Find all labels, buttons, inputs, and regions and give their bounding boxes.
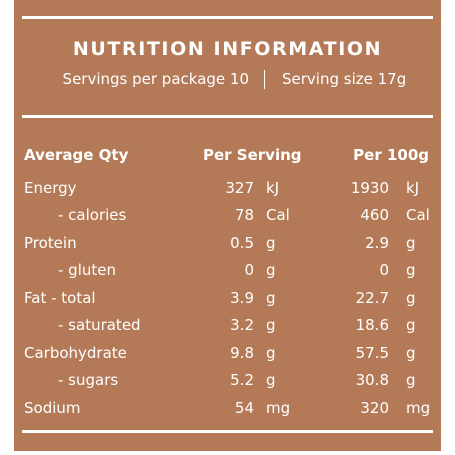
middle-rule: [22, 115, 433, 118]
per-serving-unit: Cal: [266, 206, 290, 224]
table-header: Average Qty Per Serving Per 100g: [14, 146, 441, 166]
per-100g-value: 460: [360, 206, 389, 224]
per-100g-value: 30.8: [355, 371, 389, 389]
per-serving-value: 327: [225, 179, 254, 197]
table-row: Fat - total 3.9 g 22.7 g: [14, 289, 441, 309]
per-100g-unit: g: [406, 316, 416, 334]
per-serving-unit: kJ: [266, 179, 280, 197]
panel-title: NUTRITION INFORMATION: [72, 38, 383, 60]
per-serving-value: 0: [244, 261, 254, 279]
per-serving-unit: g: [266, 371, 276, 389]
per-serving-value: 5.2: [230, 371, 254, 389]
serving-size: Serving size 17g: [282, 70, 407, 88]
per-100g-unit: g: [406, 371, 416, 389]
per-serving-unit: g: [266, 261, 276, 279]
per-100g-unit: g: [406, 289, 416, 307]
per-100g-value: 57.5: [355, 344, 389, 362]
per-serving-value: 0.5: [230, 234, 254, 252]
nutrient-name: - saturated: [58, 316, 141, 334]
per-serving-unit: g: [266, 234, 276, 252]
per-serving-value: 3.2: [230, 316, 254, 334]
per-100g-value: 18.6: [355, 316, 389, 334]
serving-info: Servings per package 10 Serving size 17g: [14, 70, 441, 90]
table-row: Sodium 54 mg 320 mg: [14, 399, 441, 419]
nutrient-name: Carbohydrate: [24, 344, 127, 362]
per-100g-value: 2.9: [365, 234, 389, 252]
table-row: - calories 78 Cal 460 Cal: [14, 206, 441, 226]
per-serving-value: 54: [234, 399, 254, 417]
servings-per-package: Servings per package 10: [62, 70, 249, 88]
header-per-100g: Per 100g: [353, 146, 429, 164]
nutrient-name: Energy: [24, 179, 77, 197]
per-100g-unit: kJ: [406, 179, 420, 197]
nutrient-name: - gluten: [58, 261, 116, 279]
top-rule: [22, 16, 433, 19]
nutrient-name: - calories: [58, 206, 127, 224]
per-100g-value: 0: [379, 261, 389, 279]
per-100g-unit: mg: [406, 399, 431, 417]
nutrient-name: Fat - total: [24, 289, 96, 307]
per-100g-unit: g: [406, 344, 416, 362]
table-row: Protein 0.5 g 2.9 g: [14, 234, 441, 254]
per-serving-value: 9.8: [230, 344, 254, 362]
per-100g-value: 1930: [350, 179, 389, 197]
per-100g-value: 22.7: [355, 289, 389, 307]
per-100g-value: 320: [360, 399, 389, 417]
per-serving-value: 78: [234, 206, 254, 224]
table-row: Energy 327 kJ 1930 kJ: [14, 179, 441, 199]
per-serving-unit: g: [266, 316, 276, 334]
per-serving-unit: g: [266, 289, 276, 307]
per-serving-unit: g: [266, 344, 276, 362]
per-100g-unit: g: [406, 261, 416, 279]
nutrient-name: Sodium: [24, 399, 81, 417]
header-per-serving: Per Serving: [203, 146, 302, 164]
nutrient-name: - sugars: [58, 371, 119, 389]
serving-divider: [264, 70, 265, 89]
per-serving-value: 3.9: [230, 289, 254, 307]
per-100g-unit: Cal: [406, 206, 430, 224]
table-row: Carbohydrate 9.8 g 57.5 g: [14, 344, 441, 364]
header-average-qty: Average Qty: [24, 146, 129, 164]
table-row: - saturated 3.2 g 18.6 g: [14, 316, 441, 336]
nutrient-name: Protein: [24, 234, 77, 252]
per-100g-unit: g: [406, 234, 416, 252]
nutrition-panel: NUTRITION INFORMATION Servings per packa…: [14, 0, 441, 451]
table-row: - sugars 5.2 g 30.8 g: [14, 371, 441, 391]
table-row: - gluten 0 g 0 g: [14, 261, 441, 281]
per-serving-unit: mg: [266, 399, 291, 417]
bottom-rule: [22, 430, 433, 433]
